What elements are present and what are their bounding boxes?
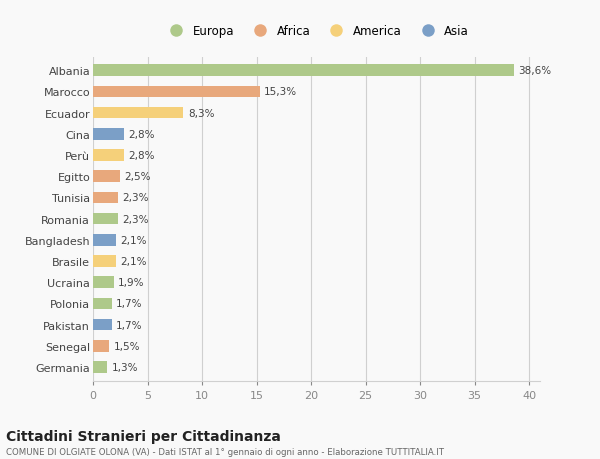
Text: 38,6%: 38,6% xyxy=(518,66,551,76)
Bar xyxy=(93,256,116,267)
Bar xyxy=(93,171,120,183)
Bar xyxy=(93,150,124,162)
Bar xyxy=(93,319,112,331)
Text: 2,1%: 2,1% xyxy=(120,257,147,267)
Text: 2,1%: 2,1% xyxy=(120,235,147,245)
Bar xyxy=(93,277,114,288)
Text: 2,8%: 2,8% xyxy=(128,129,154,140)
Bar xyxy=(93,107,184,119)
Bar xyxy=(93,65,514,77)
Bar xyxy=(93,235,116,246)
Bar xyxy=(93,298,112,309)
Text: 2,3%: 2,3% xyxy=(122,193,149,203)
Bar xyxy=(93,213,118,225)
Text: 1,5%: 1,5% xyxy=(114,341,140,351)
Text: 1,7%: 1,7% xyxy=(116,320,142,330)
Legend: Europa, Africa, America, Asia: Europa, Africa, America, Asia xyxy=(161,21,472,41)
Text: 2,8%: 2,8% xyxy=(128,151,154,161)
Text: 2,3%: 2,3% xyxy=(122,214,149,224)
Bar xyxy=(93,86,260,98)
Bar xyxy=(93,340,109,352)
Bar xyxy=(93,361,107,373)
Text: 2,5%: 2,5% xyxy=(125,172,151,182)
Bar xyxy=(93,129,124,140)
Text: 15,3%: 15,3% xyxy=(264,87,297,97)
Text: 1,9%: 1,9% xyxy=(118,278,145,288)
Text: Cittadini Stranieri per Cittadinanza: Cittadini Stranieri per Cittadinanza xyxy=(6,429,281,443)
Text: 1,7%: 1,7% xyxy=(116,299,142,309)
Bar xyxy=(93,192,118,204)
Text: COMUNE DI OLGIATE OLONA (VA) - Dati ISTAT al 1° gennaio di ogni anno - Elaborazi: COMUNE DI OLGIATE OLONA (VA) - Dati ISTA… xyxy=(6,448,444,457)
Text: 1,3%: 1,3% xyxy=(112,362,138,372)
Text: 8,3%: 8,3% xyxy=(188,108,214,118)
